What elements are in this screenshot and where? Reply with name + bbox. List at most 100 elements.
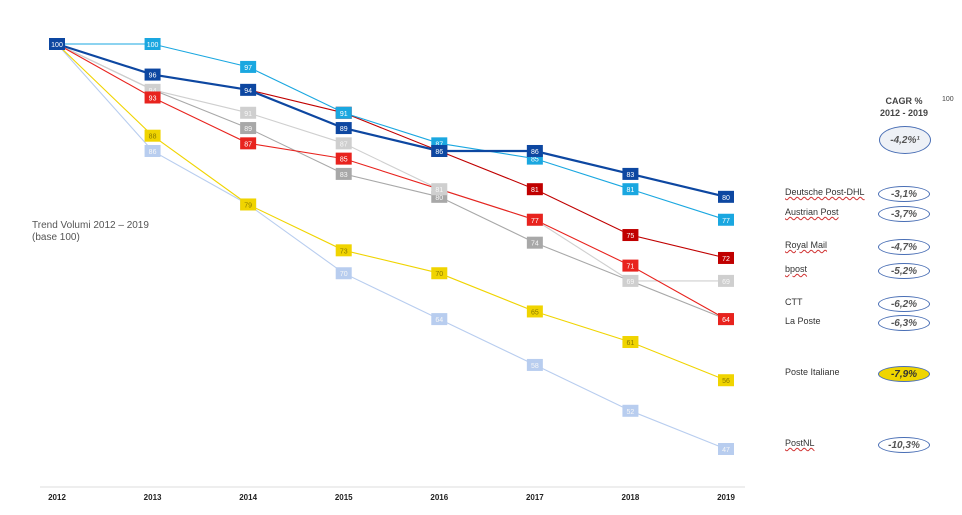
data-label-austrian-post-2018: 81 — [627, 187, 635, 194]
point-austrian-post-2018 — [622, 183, 639, 196]
point-postnl-2013 — [144, 144, 161, 157]
point-royal-mail-2019 — [718, 251, 734, 264]
point-ctt-2014 — [240, 137, 257, 150]
point-austrian-post-2013 — [144, 38, 161, 50]
point-bpost-2015 — [335, 137, 352, 150]
data-label-postnl-2018: 52 — [627, 409, 635, 416]
point-postnl-2015 — [335, 267, 352, 280]
point-bpost-2019 — [718, 274, 734, 287]
data-label-ctt-2018: 71 — [627, 264, 635, 271]
point-postnl-2016 — [431, 313, 448, 326]
point-postnl-2019 — [718, 443, 734, 455]
legend-label-austrian-post: Austrian Post — [785, 207, 839, 217]
series-line-deutsche-post-dhl — [56, 42, 727, 198]
point-deutsche-post-dhl-2014 — [240, 83, 257, 96]
corner-note: 100 — [942, 96, 954, 103]
cagr-pill-bpost: -5,2% — [878, 263, 930, 279]
x-tick-label-2014: 2014 — [239, 493, 257, 502]
data-label-postnl-2017: 58 — [531, 363, 539, 370]
cagr-total-badge: -4,2%¹ — [879, 126, 931, 154]
data-label-poste-italiane-2016: 70 — [435, 271, 443, 278]
point-ctt-2019 — [718, 313, 734, 326]
point-poste-italiane-2017 — [526, 305, 543, 318]
data-label-postnl-2019: 47 — [722, 447, 730, 454]
data-label-poste-italiane-2017: 65 — [531, 309, 539, 316]
x-tick-label-2013: 2013 — [144, 493, 162, 502]
cagr-pill-royal-mail: -4,7% — [878, 239, 930, 255]
side-title-line1: Trend Volumi 2012 – 2019 — [32, 220, 149, 231]
data-label-bpost-2016: 81 — [435, 187, 443, 194]
point-la-poste-2017 — [526, 236, 543, 249]
cagr-pill-deutsche-post: -3,1% — [878, 186, 930, 202]
cagr-pill-austrian-post: -3,7% — [878, 206, 930, 222]
point-poste-italiane-2018 — [622, 336, 639, 349]
point-deutsche-post-dhl-2012 — [49, 38, 65, 50]
data-label-ctt-2019: 64 — [722, 317, 730, 324]
point-deutsche-post-dhl-2013 — [144, 68, 161, 81]
x-tick-label-2012: 2012 — [48, 493, 66, 502]
data-label-ctt-2013: 93 — [149, 95, 157, 102]
point-la-poste-2014 — [240, 122, 257, 135]
cagr-pill-ctt: -6,2% — [878, 296, 930, 312]
series-line-austrian-post — [57, 43, 727, 221]
point-deutsche-post-dhl-2015 — [335, 122, 352, 135]
data-label-bpost-2015: 87 — [340, 141, 348, 148]
point-poste-italiane-2016 — [431, 267, 448, 280]
data-label-deutsche-post-dhl-2016: 86 — [435, 149, 443, 156]
data-label-poste-italiane-2018: 61 — [627, 340, 635, 347]
point-poste-italiane-2019 — [718, 374, 734, 387]
data-label-ctt-2014: 87 — [244, 141, 252, 148]
data-label-austrian-post-2014: 97 — [244, 65, 252, 72]
data-label-austrian-post-2017: 85 — [531, 157, 539, 164]
point-ctt-2015 — [335, 152, 352, 165]
legend-label-la-poste: La Poste — [785, 316, 821, 326]
data-label-austrian-post-2016: 87 — [435, 141, 443, 148]
data-label-deutsche-post-dhl-2014: 94 — [244, 88, 252, 95]
x-tick-label-2018: 2018 — [622, 493, 640, 502]
cagr-pill-poste-italiane: -7,9% — [878, 366, 930, 382]
point-postnl-2018 — [622, 404, 639, 417]
point-bpost-2014 — [240, 106, 257, 119]
x-tick-label-2019: 2019 — [717, 493, 735, 502]
data-label-poste-italiane-2013: 88 — [149, 134, 157, 141]
point-deutsche-post-dhl-2017 — [526, 144, 543, 157]
data-label-poste-italiane-2014: 79 — [244, 202, 252, 209]
data-label-bpost-2019: 69 — [722, 279, 730, 286]
data-label-royal-mail-2019: 72 — [722, 256, 730, 263]
point-bpost-2016 — [431, 183, 448, 196]
point-austrian-post-2019 — [718, 213, 734, 226]
point-royal-mail-2017 — [526, 183, 543, 196]
data-label-la-poste-2014: 89 — [244, 126, 252, 133]
data-label-austrian-post-2019: 77 — [722, 218, 730, 225]
point-ctt-2013 — [144, 91, 161, 104]
cagr-pill-postnl: -10,3% — [878, 437, 930, 453]
data-label-deutsche-post-dhl-2015: 89 — [340, 126, 348, 133]
legend-label-poste-italiane: Poste Italiane — [785, 367, 840, 377]
x-tick-label-2015: 2015 — [335, 493, 353, 502]
data-label-royal-mail-2017: 81 — [531, 187, 539, 194]
series-line-poste-italiane — [56, 43, 727, 381]
point-postnl-2017 — [526, 358, 543, 371]
data-label-postnl-2016: 64 — [435, 317, 443, 324]
point-poste-italiane-2015 — [335, 244, 352, 257]
point-poste-italiane-2014 — [240, 198, 257, 211]
data-label-deutsche-post-dhl-2018: 83 — [627, 172, 635, 179]
point-deutsche-post-dhl-2016 — [431, 144, 448, 157]
point-austrian-post-2015 — [335, 106, 352, 119]
data-label-ctt-2017: 77 — [531, 218, 539, 225]
cagr-pill-la-poste: -6,3% — [878, 315, 930, 331]
data-label-poste-italiane-2019: 56 — [722, 378, 730, 385]
data-label-deutsche-post-dhl-2013: 96 — [149, 73, 157, 80]
series-line-ctt — [56, 43, 727, 320]
legend-label-deutsche-post: Deutsche Post-DHL — [785, 187, 865, 197]
data-label-la-poste-2015: 83 — [340, 172, 348, 179]
point-la-poste-2015 — [335, 167, 352, 180]
data-label-la-poste-2016: 80 — [435, 195, 443, 202]
chart-side-title: Trend Volumi 2012 – 2019 (base 100) — [32, 220, 149, 244]
cagr-period: 2012 - 2019 — [879, 108, 929, 118]
point-ctt-2018 — [622, 259, 639, 272]
data-label-deutsche-post-dhl-2019: 80 — [722, 195, 730, 202]
legend-label-ctt: CTT — [785, 297, 803, 307]
series-line-postnl — [56, 43, 727, 450]
